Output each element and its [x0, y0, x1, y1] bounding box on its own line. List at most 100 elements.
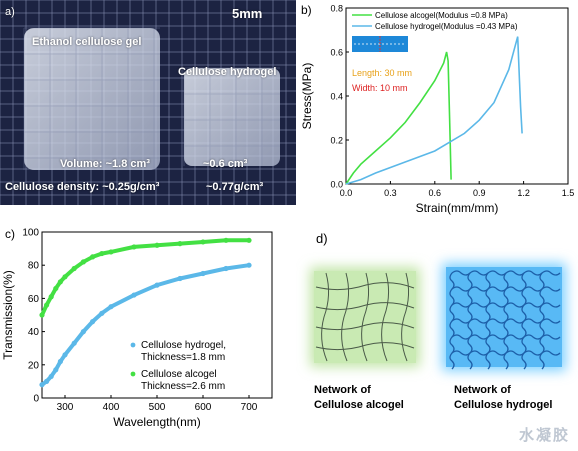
- data-point: [154, 282, 160, 288]
- x-tick-label: 0.3: [384, 188, 397, 198]
- y-tick-label: 0.2: [330, 136, 343, 146]
- data-point: [223, 237, 229, 243]
- fiber: [503, 350, 525, 370]
- fiber: [521, 318, 543, 338]
- data-point: [53, 285, 59, 292]
- y-tick-label: 0: [33, 394, 39, 405]
- plot-frame: [345, 7, 569, 185]
- y-tick-label: 60: [28, 294, 40, 305]
- fiber: [503, 302, 525, 322]
- data-point: [71, 265, 77, 272]
- volume-hydrogel: ~0.6 cm³: [203, 158, 248, 170]
- fiber: [449, 270, 471, 290]
- fiber: [449, 302, 471, 322]
- data-point: [39, 382, 45, 388]
- fiber: [449, 350, 471, 370]
- x-tick-label: 700: [241, 402, 258, 413]
- hydrogel-network-panel: [446, 267, 562, 367]
- fiber: [485, 334, 507, 354]
- fiber: [503, 334, 525, 354]
- x-axis-label: Wavelength(nm): [113, 415, 201, 429]
- fiber: [315, 302, 415, 311]
- fiber: [521, 334, 543, 354]
- y-tick-label: 0.6: [330, 48, 343, 58]
- hydrogel-label: Cellulose hydrogel: [178, 66, 277, 78]
- fiber: [539, 350, 561, 370]
- data-point: [200, 239, 206, 245]
- data-point: [80, 329, 86, 335]
- data-point: [57, 358, 64, 365]
- fiber: [315, 282, 415, 291]
- data-point: [71, 340, 77, 346]
- alcogel-sample: [24, 28, 160, 170]
- x-tick-label: 400: [103, 402, 120, 413]
- series-line-hydrogel: [345, 36, 523, 185]
- legend-label: Cellulose hydrogel(Modulus =0.43 MPa): [375, 22, 518, 31]
- fiber: [315, 322, 415, 331]
- fiber: [521, 350, 543, 370]
- data-point: [246, 237, 252, 243]
- alcogel-network-panel: [314, 271, 416, 363]
- data-point: [44, 378, 50, 384]
- stress-strain-chart: 0.0 0.3 0.6 0.9 1.2 1.5 0.0 0.2 0.4 0.6 0.8 Strain(…: [300, 3, 574, 215]
- fiber: [521, 302, 543, 322]
- series-band: [40, 263, 251, 387]
- hydrogel-fibers: [449, 270, 561, 370]
- fiber: [381, 272, 390, 362]
- x-tick-label: 500: [149, 402, 166, 413]
- data-point: [131, 292, 137, 298]
- data-point: [39, 312, 45, 318]
- data-point: [57, 279, 64, 285]
- x-axis-label: Strain(mm/mm): [416, 201, 499, 215]
- x-tick-label: 600: [195, 402, 212, 413]
- y-axis-label: Transmission(%): [1, 270, 15, 360]
- network-illustrations: [310, 263, 566, 371]
- series-line-alcogel: [345, 51, 452, 185]
- sample-grid-overlay: [23, 27, 280, 170]
- data-point: [48, 294, 54, 300]
- panel-d-letter: d): [316, 231, 328, 246]
- fiber: [521, 286, 543, 306]
- panel-c-letter: c): [5, 227, 15, 241]
- fiber: [503, 286, 525, 306]
- data-point: [108, 249, 114, 255]
- gel-photo: [0, 0, 296, 205]
- fiber: [503, 270, 525, 290]
- hydrogel-network-caption: Network of Cellulose hydrogel: [454, 384, 553, 411]
- inset-width-label: Width: 10 mm: [352, 83, 408, 93]
- data-point: [108, 304, 114, 310]
- alcogel-fibers: [315, 272, 415, 362]
- fiber: [539, 302, 561, 322]
- legend-marker: [130, 342, 136, 348]
- fiber: [341, 272, 350, 362]
- data-point: [99, 250, 105, 257]
- hydrogel-sample: [184, 68, 280, 166]
- fiber: [467, 318, 489, 338]
- alcogel-network-caption: Network of Cellulose alcogel: [314, 384, 404, 411]
- fiber: [521, 270, 543, 290]
- volume-label: Volume: ~1.8 cm³: [60, 158, 150, 170]
- fiber: [361, 272, 370, 362]
- data-point: [177, 241, 183, 247]
- fiber: [485, 286, 507, 306]
- legend-label: Thickness=2.6 mm: [141, 381, 225, 392]
- legend-label: Thickness=1.8 mm: [141, 352, 225, 363]
- data-point: [53, 367, 59, 373]
- data-point: [44, 302, 50, 308]
- fiber: [485, 270, 507, 290]
- fiber: [449, 318, 471, 338]
- panel-d-networks: d) Network of Cellulose alcogel Network …: [296, 225, 578, 451]
- x-tick-label: 300: [57, 402, 74, 413]
- panel-a-letter: a): [5, 6, 15, 18]
- y-tick-label: 0.8: [330, 4, 343, 14]
- fiber: [467, 302, 489, 322]
- data-point: [62, 274, 68, 280]
- series-hydrogel: [39, 262, 252, 388]
- y-tick-label: 80: [28, 261, 40, 272]
- fiber: [467, 334, 489, 354]
- fiber: [315, 342, 415, 351]
- fiber: [467, 270, 489, 290]
- data-point: [154, 242, 160, 248]
- fiber: [449, 286, 471, 306]
- x-tick-label: 0.9: [473, 188, 486, 198]
